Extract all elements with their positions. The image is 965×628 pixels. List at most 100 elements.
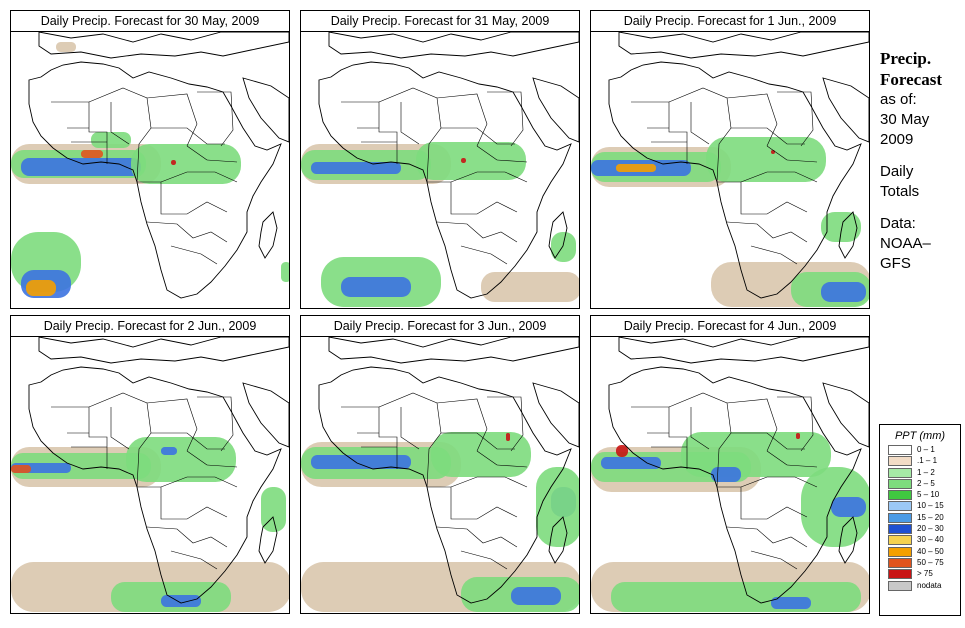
africa-outline: [28, 366, 282, 604]
legend-label: 30 – 40: [917, 535, 944, 545]
country-border: [496, 464, 528, 468]
precip-region: [26, 280, 56, 296]
precip-region: [771, 150, 775, 154]
country-border: [631, 406, 688, 469]
legend-item: 40 – 50: [880, 546, 960, 558]
caption-date-line1: 30 May: [880, 111, 930, 128]
precip-map: [590, 31, 870, 309]
country-border: [400, 102, 420, 145]
country-border: [151, 432, 225, 450]
caption-daily-line1: Daily: [880, 163, 914, 180]
precip-map: [300, 31, 580, 309]
country-border: [137, 171, 238, 183]
precip-region: [171, 160, 176, 165]
legend-swatch: [888, 535, 912, 546]
country-border: [766, 145, 788, 161]
precip-map: [300, 336, 580, 614]
precip-map: [10, 336, 290, 614]
forecast-caption: Precip. Forecast as of: 30 May 2009 Dail…: [880, 48, 964, 274]
country-border: [460, 550, 508, 570]
legend-item: 50 – 75: [880, 557, 960, 569]
country-border: [378, 87, 442, 183]
precip-region: [481, 272, 579, 302]
legend-item: 1 – 2: [880, 467, 960, 479]
legend-title: PPT (mm): [894, 430, 946, 442]
country-border: [460, 245, 508, 265]
country-border: [110, 102, 130, 145]
precip-region: [341, 277, 411, 297]
precip-region: [311, 455, 411, 469]
europe-outline: [328, 32, 579, 59]
country-border: [668, 392, 732, 488]
country-border: [160, 182, 228, 215]
legend-swatch: [888, 456, 912, 467]
madagascar-outline: [548, 516, 568, 564]
country-border: [341, 101, 398, 164]
legend-item: 30 – 40: [880, 535, 960, 546]
country-border: [51, 406, 108, 469]
country-border: [740, 182, 808, 215]
legend-label: 10 – 15: [917, 501, 944, 511]
legend-item: 20 – 30: [880, 524, 960, 535]
country-border: [476, 145, 498, 161]
country-border: [146, 398, 198, 452]
precip-region: [11, 465, 31, 473]
country-border: [197, 396, 234, 452]
country-border: [450, 487, 518, 520]
legend-item: .1 – 1: [880, 456, 960, 467]
country-border: [51, 101, 108, 164]
legend-label: 5 – 10: [917, 490, 940, 500]
legend-item: 0 – 1: [880, 445, 960, 456]
precip-region: [771, 597, 811, 609]
caption-daily-line2: Totals: [880, 183, 920, 200]
country-border: [690, 407, 710, 450]
country-border: [731, 127, 805, 145]
precip-region: [126, 437, 236, 482]
country-border: [690, 102, 710, 145]
country-border: [427, 171, 528, 183]
africa-outline: [318, 366, 572, 604]
arabia-outline: [822, 382, 869, 448]
precip-region: [281, 262, 289, 282]
arabia-outline: [532, 382, 579, 448]
caption-data-line3: GFS: [880, 255, 911, 272]
country-border: [197, 91, 234, 147]
legend-swatch: [888, 478, 912, 489]
precip-map: [590, 336, 870, 614]
panel-title: Daily Precip. Forecast for 1 Jun., 2009: [590, 10, 870, 32]
europe-outline: [328, 337, 579, 364]
madagascar-outline: [548, 211, 568, 259]
precip-region: [131, 144, 241, 184]
precip-region: [711, 467, 741, 482]
country-border: [170, 245, 218, 265]
country-border: [476, 450, 498, 466]
precip-region: [681, 432, 831, 477]
country-border: [146, 526, 228, 548]
precip-region: [831, 497, 866, 517]
country-border: [496, 159, 528, 163]
legend-swatch: [888, 490, 912, 501]
africa-outline: [28, 61, 282, 299]
country-border: [137, 476, 238, 488]
legend-swatch: [888, 569, 912, 580]
legend-swatch: [888, 546, 912, 557]
country-border: [88, 392, 152, 488]
panel-title: Daily Precip. Forecast for 2 Jun., 2009: [10, 315, 290, 337]
country-border: [726, 398, 778, 452]
legend-label: 1 – 2: [917, 467, 935, 477]
country-border: [726, 93, 778, 147]
country-border: [436, 526, 518, 548]
precip-field: [11, 437, 289, 612]
precip-region: [431, 432, 531, 477]
country-border: [436, 398, 488, 452]
africa-outline: [608, 61, 862, 299]
country-border: [151, 127, 225, 145]
precip-region: [601, 457, 661, 469]
precip-region: [511, 587, 561, 605]
madagascar-outline: [258, 516, 278, 564]
precip-region: [21, 158, 141, 176]
country-border: [441, 432, 515, 450]
country-border: [427, 476, 528, 488]
country-border: [777, 91, 814, 147]
